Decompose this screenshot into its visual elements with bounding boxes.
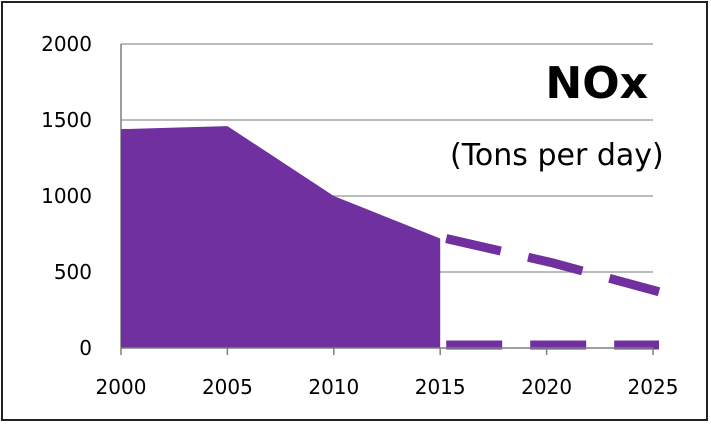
x-tick-label: 2010 [308,375,359,399]
data-series [120,126,661,355]
x-tick-label: 2015 [415,375,466,399]
x-axis-ticks: 2000 2005 2010 2015 2020 2025 [96,375,679,399]
y-axis-ticks: 0 500 1000 1500 2000 [41,32,92,360]
chart-subtitle: (Tons per day) [450,138,664,173]
y-tick-label: 0 [79,336,92,360]
y-tick-label: 500 [54,260,92,284]
historical-area [121,126,441,348]
x-tick-label: 2000 [96,375,147,399]
chart-title: NOx [545,58,648,109]
projection-line [445,234,661,297]
y-tick-label: 1500 [41,108,92,132]
x-tick-label: 2025 [628,375,679,399]
x-tick-label: 2005 [202,375,253,399]
x-tick-label: 2020 [521,375,572,399]
y-tick-label: 1000 [41,184,92,208]
y-tick-label: 2000 [41,32,92,56]
